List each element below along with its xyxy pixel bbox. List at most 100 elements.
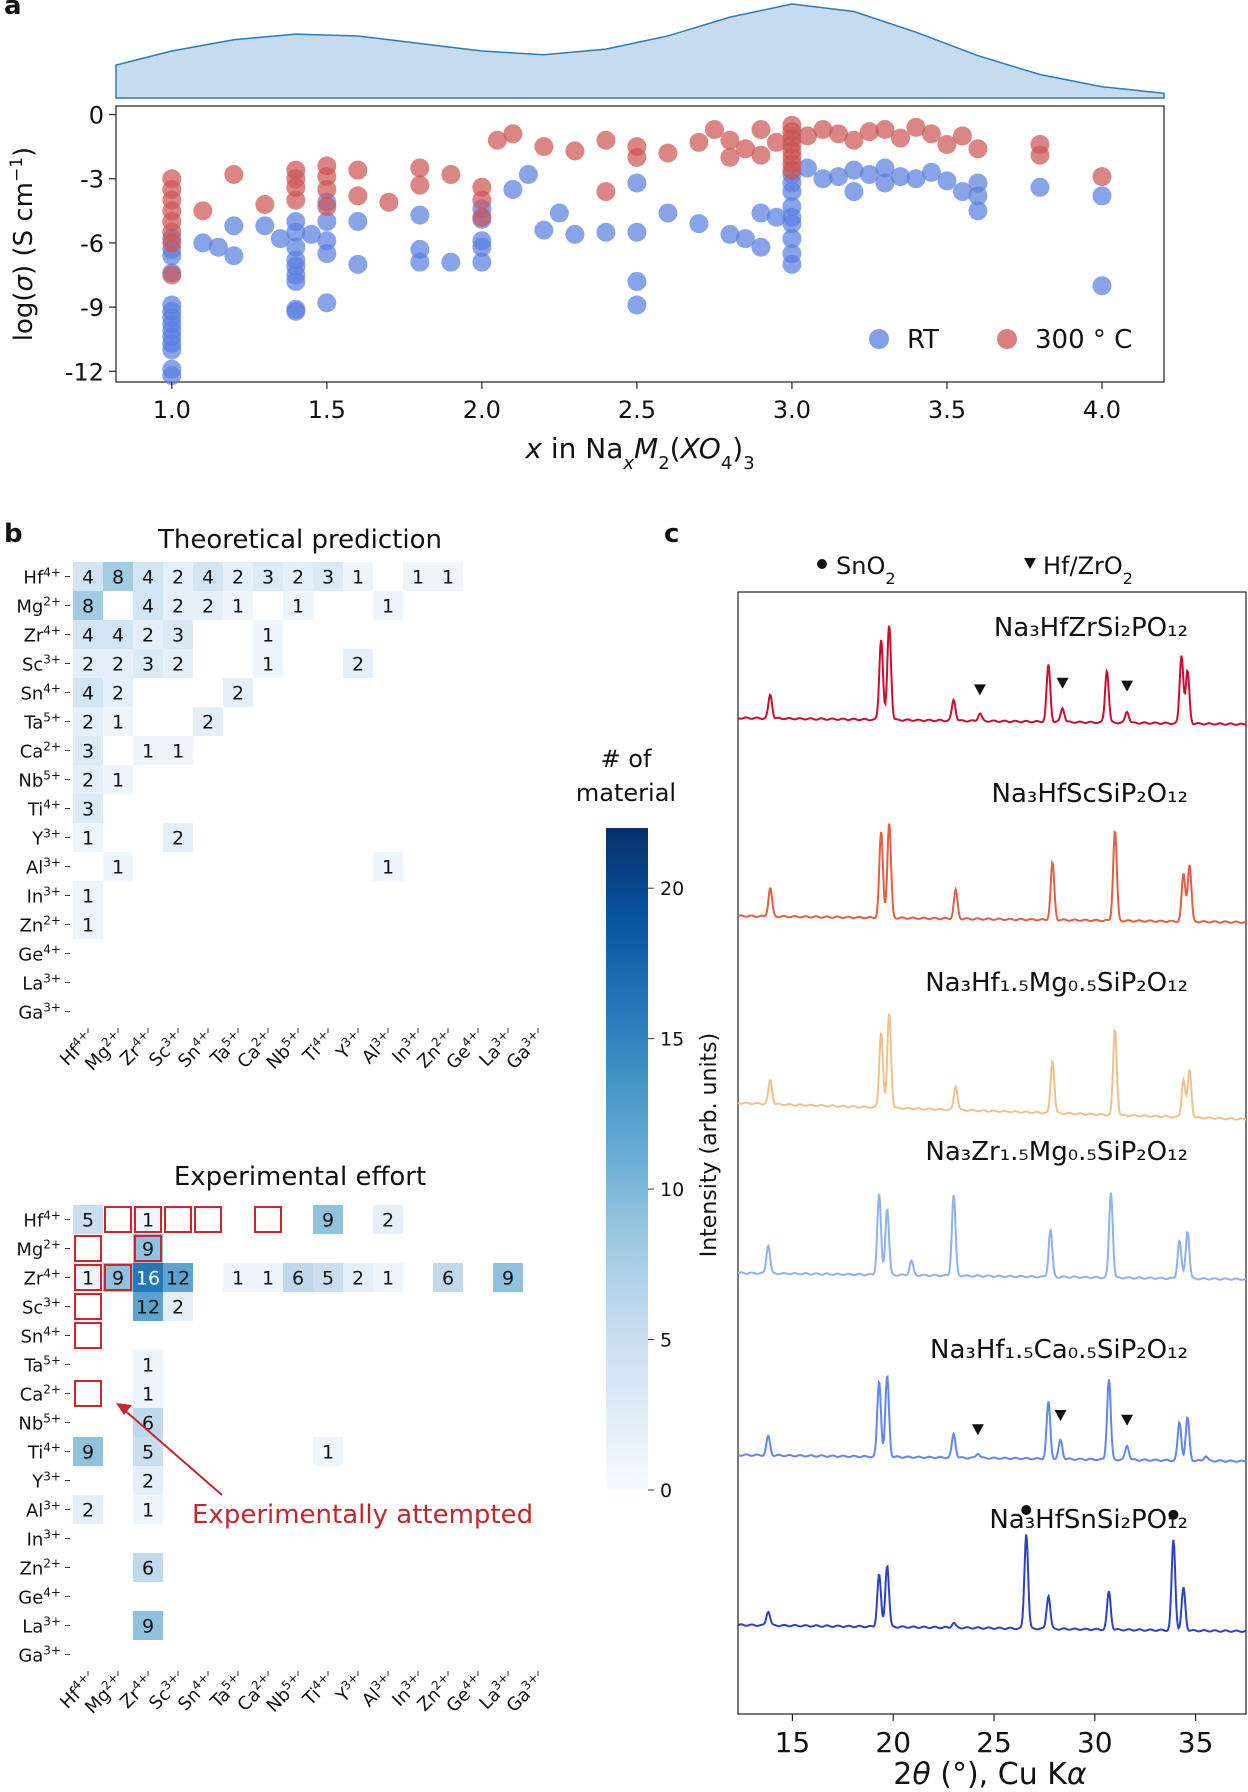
colorbar-tick-label: 0: [660, 1480, 672, 1502]
xrd-pattern-label: Na₃HfScSiP₂O₁₂: [992, 779, 1188, 809]
heatmap-cell-value: 1: [412, 567, 424, 589]
hot-point: [704, 120, 724, 140]
hfzro2-marker: [971, 1424, 984, 1436]
hot-point: [410, 175, 430, 195]
heatmap-cell: [163, 591, 193, 620]
colorbar-bar: [606, 828, 648, 1490]
heatmap-cell: [133, 736, 163, 765]
heatmap-cell: [163, 620, 193, 649]
hot-point: [921, 124, 941, 144]
heatmap-cell: [133, 1205, 163, 1234]
rt-point: [270, 229, 290, 249]
heatmap-cell-value: 2: [82, 770, 94, 792]
attempted-box: [104, 1264, 132, 1291]
heatmap-cell-value: 9: [82, 1442, 94, 1464]
row-label: Al3+: [26, 856, 61, 879]
hot-point: [503, 124, 523, 144]
rt-point: [782, 229, 802, 249]
row-label: Ti4+: [27, 1441, 61, 1464]
xrd-pattern-line: [737, 1374, 1247, 1463]
rt-point: [534, 220, 554, 240]
heatmap-cell: [103, 1263, 133, 1292]
heatmap-cell-value: 1: [82, 915, 94, 937]
hot-point: [472, 207, 492, 227]
xrd-pattern-label: Na₃Hf₁.₅Mg₀.₅SiP₂O₁₂: [925, 968, 1188, 998]
rt-point: [565, 224, 585, 244]
heatmap-cell: [133, 1292, 163, 1321]
rt-point: [286, 271, 306, 291]
xrd-pattern-label: Na₃Hf₁.₅Ca₀.₅SiP₂O₁₂: [930, 1335, 1188, 1365]
heatmap-cell-value: 6: [442, 1268, 454, 1290]
heatmap-cell: [223, 1263, 253, 1292]
heatmap-cell: [343, 1263, 373, 1292]
heatmap-cell: [403, 562, 433, 591]
heatmap-cell: [193, 707, 223, 736]
row-label: Mg2+: [16, 1238, 61, 1261]
heatmap-cell-value: 1: [112, 712, 124, 734]
heatmap-cell-value: 4: [142, 567, 154, 589]
rt-point: [968, 201, 988, 221]
rt-point: [301, 224, 321, 244]
heatmap-cell: [163, 649, 193, 678]
rt-point: [766, 207, 786, 227]
hot-point: [766, 132, 786, 152]
heatmap-cell: [193, 591, 223, 620]
rt-point: [596, 222, 616, 242]
heatmap-cell-value: 3: [172, 625, 184, 647]
heatmap-cell: [373, 591, 403, 620]
hot-point: [162, 233, 182, 253]
rt-point: [317, 244, 337, 264]
rt-point: [317, 212, 337, 232]
rt-point: [751, 203, 771, 223]
heatmap-cell-value: 2: [172, 654, 184, 676]
heatmap-cell: [253, 562, 283, 591]
heatmap-cell-value: 2: [112, 683, 124, 705]
heatmap-cell-value: 1: [112, 770, 124, 792]
heatmap-cell-value: 2: [232, 567, 244, 589]
heatmap-cell-value: 1: [142, 1355, 154, 1377]
heatmap-cell-value: 3: [142, 654, 154, 676]
row-label: Al3+: [26, 1499, 61, 1522]
rt-point: [518, 164, 538, 184]
heatmap-cell-value: 9: [142, 1616, 154, 1638]
legend-300c-marker: [997, 329, 1017, 349]
heatmap-cell: [73, 794, 103, 823]
xrd-pattern-line: [737, 1192, 1247, 1281]
hfzro2-marker: [1054, 1410, 1067, 1421]
rt-point: [193, 233, 213, 253]
heatmap-cell-value: 1: [142, 1210, 154, 1232]
rt-point: [844, 182, 864, 202]
hot-point: [890, 128, 910, 148]
rt-point: [782, 182, 802, 202]
heatmap-cell-value: 4: [202, 567, 214, 589]
heatmap-cell-value: 4: [82, 567, 94, 589]
hot-point: [751, 145, 771, 165]
row-label: In3+: [27, 1528, 61, 1551]
heatmap-cell: [133, 1466, 163, 1495]
rt-point: [937, 171, 957, 191]
x-tick-label: 3.5: [928, 396, 966, 424]
col-label: Al3+: [357, 1027, 398, 1068]
rt-point: [689, 214, 709, 234]
rt-point: [1092, 276, 1112, 296]
heatmap-cell: [373, 1263, 403, 1292]
heatmap-cell-value: 2: [142, 1471, 154, 1493]
heatmap-cell: [253, 1263, 283, 1292]
rt-point: [627, 295, 647, 315]
sno2-marker: [1021, 1505, 1032, 1515]
xrd-x-axis-label: 2θ (°), Cu Kα: [893, 1757, 1087, 1792]
rt-point: [162, 366, 182, 386]
heatmap-cell-value: 1: [292, 596, 304, 618]
row-label: La3+: [22, 972, 61, 995]
heatmap-cell-value: 4: [82, 683, 94, 705]
heatmap-cell-value: 3: [82, 799, 94, 821]
xrd-pattern-label: Na₃Zr₁.₅Mg₀.₅SiP₂O₁₂: [925, 1137, 1188, 1167]
heatmap-cell-value: 2: [352, 654, 364, 676]
heatmap-cell-value: 8: [82, 596, 94, 618]
heatmap-cell-value: 3: [82, 741, 94, 763]
y-tick-label: -9: [80, 294, 104, 322]
hot-point: [162, 265, 182, 285]
heatmap-cell: [193, 562, 223, 591]
colorbar-tick-label: 15: [660, 1029, 684, 1051]
